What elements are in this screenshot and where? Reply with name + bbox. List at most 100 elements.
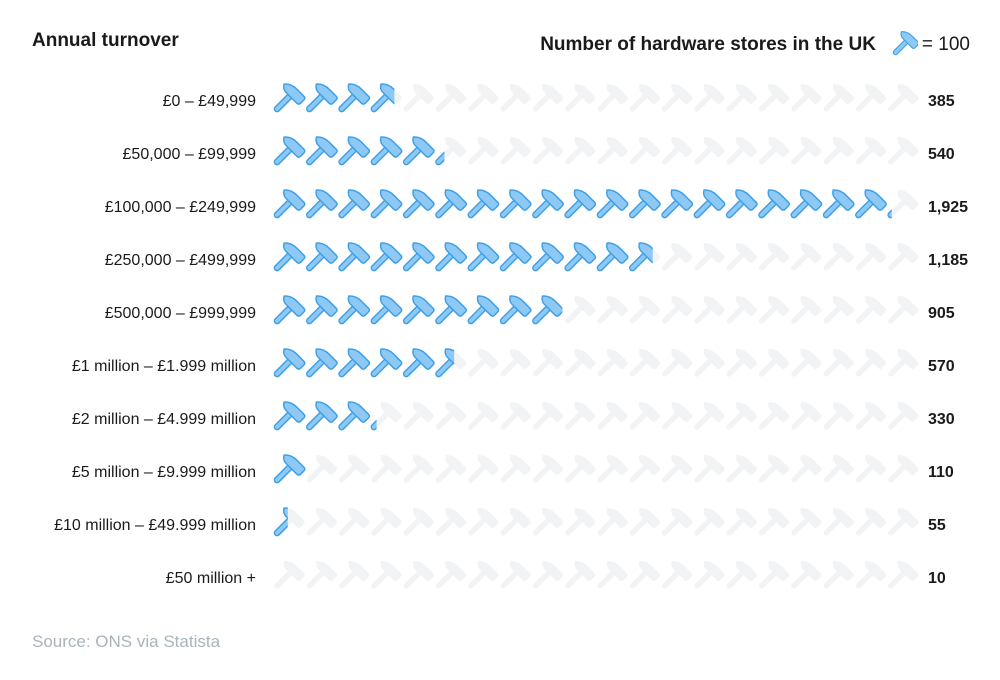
hammer-icon-empty	[847, 292, 888, 332]
hammer-icon-empty	[815, 133, 855, 173]
hammer-icon-empty	[460, 398, 500, 438]
hammer-icon-empty	[879, 292, 920, 332]
hammer-icon	[268, 345, 307, 385]
hammer-icon-empty	[686, 345, 726, 385]
hammer-icon	[268, 80, 307, 120]
hammer-icon-empty	[847, 345, 888, 385]
legend-value: = 100	[921, 34, 970, 55]
hammer-icon-empty	[524, 557, 565, 597]
chart-row: £500,000 – £999,999 905	[105, 292, 955, 332]
hammer-icon-empty	[492, 504, 532, 544]
hammer-icon-empty	[815, 451, 855, 491]
chart-row: £2 million – £4.999 million 330	[72, 398, 955, 438]
chart-row: £5 million – £9.999 million 110	[72, 451, 954, 491]
hammer-icon-empty	[783, 504, 823, 544]
category-label: £500,000 – £999,999	[105, 305, 256, 322]
hammer-icon-empty	[847, 133, 888, 173]
hammer-icon-empty	[492, 451, 532, 491]
hammer-icon-empty	[653, 504, 694, 544]
hammer-icon-empty	[879, 398, 920, 438]
hammer-icon-empty	[363, 504, 403, 544]
hammer-icon-empty	[879, 557, 920, 597]
category-label: £250,000 – £499,999	[105, 252, 256, 269]
hammer-icon-empty	[750, 239, 791, 279]
chart-row: £50 million + 10	[166, 557, 946, 597]
hammer-icon-empty	[783, 80, 823, 120]
hammer-icon-empty	[783, 345, 823, 385]
hammer-icon-empty	[783, 398, 823, 438]
hammer-icon-empty	[492, 345, 532, 385]
hammer-icon-empty	[750, 504, 791, 544]
hammer-icon-empty	[847, 80, 888, 120]
hammer-icon-empty	[524, 504, 565, 544]
y-axis-title: Annual turnover	[32, 30, 179, 51]
hammer-icon	[268, 239, 307, 279]
value-bar	[268, 239, 653, 279]
hammer-icon	[268, 398, 307, 438]
hammer-icon-empty	[847, 504, 888, 544]
hammer-icon-empty	[330, 451, 371, 491]
hammer-icon-empty	[879, 239, 920, 279]
source-note: Source: ONS via Statista	[32, 632, 221, 651]
hammer-icon-empty	[686, 451, 726, 491]
hammer-icon-empty	[653, 345, 694, 385]
hammer-icon-empty	[589, 345, 629, 385]
value-label: 1,185	[928, 252, 968, 269]
hammer-icon-empty	[395, 398, 435, 438]
category-label: £1 million – £1.999 million	[72, 358, 256, 375]
category-label: £100,000 – £249,999	[105, 199, 256, 216]
hammer-icon	[892, 31, 918, 56]
hammer-icon-empty	[718, 557, 758, 597]
hammer-icon-empty	[556, 451, 597, 491]
hammer-icon	[268, 186, 307, 226]
value-bar	[268, 186, 892, 226]
hammer-icon-empty	[460, 80, 500, 120]
hammer-icon-empty	[621, 504, 662, 544]
hammer-icon-empty	[750, 557, 791, 597]
hammer-icon-empty	[815, 80, 855, 120]
hammer-icon-empty	[298, 557, 339, 597]
hammer-icon-empty	[718, 239, 758, 279]
hammer-icon-empty	[492, 133, 532, 173]
hammer-icon-empty	[556, 557, 597, 597]
hammer-icon-empty	[879, 451, 920, 491]
hammer-icon-empty	[589, 451, 629, 491]
hammer-icon-empty	[524, 451, 565, 491]
hammer-icon-empty	[492, 80, 532, 120]
category-label: £5 million – £9.999 million	[72, 464, 256, 481]
hammer-icon-empty	[686, 504, 726, 544]
hammer-icon-empty	[395, 557, 435, 597]
hammer-icon-empty	[460, 504, 500, 544]
hammer-icon-empty	[815, 345, 855, 385]
value-label: 10	[928, 570, 946, 587]
category-label: £2 million – £4.999 million	[72, 411, 256, 428]
hammer-icon-empty	[750, 398, 791, 438]
hammer-icon-empty	[879, 345, 920, 385]
hammer-icon-empty	[783, 557, 823, 597]
hammer-icon-empty	[686, 398, 726, 438]
value-label: 540	[928, 146, 955, 163]
hammer-icon-empty	[686, 239, 726, 279]
empty-icon-track	[266, 451, 920, 491]
hammer-icon-empty	[653, 80, 694, 120]
hammer-icon-empty	[653, 292, 694, 332]
hammer-icon-empty	[460, 451, 500, 491]
value-label: 55	[928, 517, 946, 534]
hammer-icon-empty	[524, 345, 565, 385]
category-label: £50 million +	[166, 570, 256, 587]
hammer-icon-empty	[815, 504, 855, 544]
hammer-icon-empty	[621, 133, 662, 173]
hammer-icon-empty	[330, 557, 371, 597]
hammer-icon-empty	[686, 80, 726, 120]
hammer-icon-empty	[879, 133, 920, 173]
chart-row: £100,000 – £249,999 1,925	[105, 186, 968, 226]
hammer-icon-empty	[556, 504, 597, 544]
hammer-icon-empty	[427, 451, 468, 491]
hammer-icon-empty	[653, 398, 694, 438]
legend-title: Number of hardware stores in the UK	[540, 34, 876, 55]
hammer-icon-empty	[589, 557, 629, 597]
value-label: 905	[928, 305, 955, 322]
hammer-icon-empty	[427, 398, 468, 438]
hammer-icon-empty	[718, 133, 758, 173]
hammer-icon-empty	[750, 451, 791, 491]
